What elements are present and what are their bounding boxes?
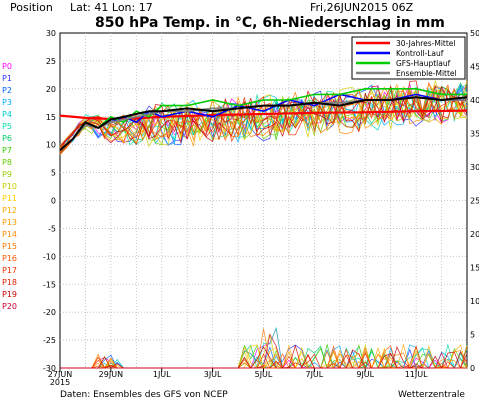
member-label: P7	[2, 146, 12, 155]
member-label: P14	[2, 230, 17, 239]
member-label: P8	[2, 158, 12, 167]
y-right-tick-label: 20	[470, 230, 479, 239]
x-tick-label: 9JUL	[356, 370, 374, 379]
position-label: Position	[10, 1, 53, 14]
legend-entry: Ensemble-Mittel	[396, 69, 457, 78]
y-left-tick-label: 30	[46, 29, 56, 38]
member-label: P0	[2, 62, 12, 71]
member-label: P10	[2, 182, 17, 191]
y-right-tick-label: 30	[470, 163, 479, 172]
x-tick-label: 5JUL	[255, 370, 273, 379]
y-left-tick-label: 0	[51, 197, 56, 206]
plot-area: 302520151050-5-10-15-20-25-3050454035302…	[2, 29, 479, 387]
member-label: P5	[2, 122, 12, 131]
x-tick-label: 3JUL	[204, 370, 222, 379]
coordinates: Lat: 41 Lon: 17	[70, 1, 153, 14]
x-tick-label: 29JUN	[99, 370, 123, 379]
y-left-tick-label: -25	[43, 336, 56, 345]
member-label: P19	[2, 290, 17, 299]
member-label: P6	[2, 134, 12, 143]
y-left-tick-label: -20	[43, 308, 56, 317]
y-left-tick-label: -5	[48, 224, 56, 233]
member-label: P20	[2, 302, 17, 311]
y-right-tick-label: 45	[470, 63, 479, 72]
y-right-tick-label: 50	[470, 29, 479, 38]
member-label: P12	[2, 206, 17, 215]
x-tick-label: 27JUN	[48, 370, 72, 379]
member-label: P17	[2, 266, 17, 275]
member-label: P4	[2, 110, 12, 119]
ensemble-member-line	[59, 85, 468, 150]
y-left-tick-label: -15	[43, 280, 56, 289]
series-line	[59, 109, 468, 121]
chart-title: 850 hPa Temp. in °C, 6h-Niederschlag in …	[95, 15, 445, 31]
legend-entry: 30-Jahres-Mittel	[396, 39, 456, 48]
brand-label: Wetterzentrale	[398, 390, 465, 400]
legend-entry: Kontroll-Lauf	[396, 49, 444, 58]
ensemble-member-line	[59, 81, 468, 152]
run-date: Fri,26JUN2015 06Z	[310, 1, 414, 14]
source-note: Daten: Ensembles des GFS von NCEP	[60, 390, 228, 400]
member-label: P11	[2, 194, 17, 203]
ensemble-member-line	[59, 83, 468, 155]
legend-entry: GFS-Hauptlauf	[396, 59, 451, 68]
member-label: P2	[2, 86, 12, 95]
y-right-tick-label: 40	[470, 96, 479, 105]
y-right-tick-label: 25	[470, 197, 479, 206]
member-label: P3	[2, 98, 12, 107]
y-right-tick-label: 15	[470, 264, 479, 273]
member-label: P15	[2, 242, 17, 251]
y-left-tick-label: -10	[43, 252, 56, 261]
precipitation-line	[60, 333, 468, 369]
series-line	[59, 96, 468, 152]
x-tick-label: 1JUL	[153, 370, 171, 379]
member-label: P16	[2, 254, 17, 263]
x-tick-label: 11JUL	[405, 370, 428, 379]
y-left-tick-label: 15	[46, 113, 56, 122]
y-left-tick-label: -30	[43, 364, 56, 373]
member-label: P13	[2, 218, 17, 227]
y-right-tick-label: 10	[470, 297, 479, 306]
y-left-tick-label: 20	[46, 85, 56, 94]
member-label: P9	[2, 170, 12, 179]
y-left-tick-label: 5	[51, 169, 56, 178]
y-left-tick-label: 25	[46, 57, 56, 66]
x-tick-label: 7JUL	[305, 370, 323, 379]
y-right-tick-label: 5	[470, 331, 475, 340]
member-label: P18	[2, 278, 17, 287]
y-left-tick-label: 10	[46, 141, 56, 150]
x-year-label: 2015	[50, 378, 70, 387]
y-right-tick-label: 0	[470, 364, 475, 373]
y-right-tick-label: 35	[470, 130, 479, 139]
member-label: P1	[2, 74, 12, 83]
